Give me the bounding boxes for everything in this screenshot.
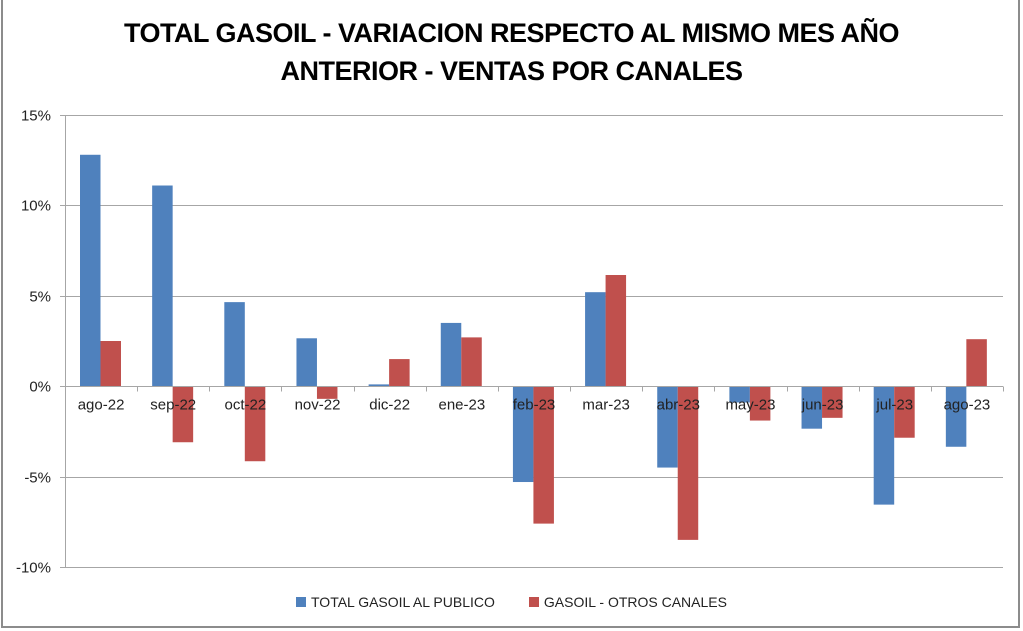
y-axis: 15% 10% 5% 0% -5% -10%	[16, 108, 66, 577]
x-tick-label: dic-22	[369, 397, 410, 414]
bar-otros-canales	[244, 386, 266, 462]
bar-otros-canales	[605, 275, 627, 387]
bar-otros-canales	[316, 386, 338, 399]
bar-otros-canales	[533, 386, 554, 524]
y-tick-label: 15%	[21, 108, 51, 125]
bar-otros-canales	[100, 341, 121, 387]
x-axis: ago-22 sep-22 oct-22 nov-22 dic-22 ene-23 feb-…	[65, 386, 1004, 414]
x-tick-label: feb-23	[513, 397, 556, 414]
x-tick-label: jul-23	[875, 397, 913, 414]
bar-otros-canales	[389, 359, 410, 387]
bar-otros-canales	[172, 386, 194, 443]
bar-otros-canales	[461, 337, 482, 387]
legend-swatch-publico	[296, 597, 306, 607]
legend: TOTAL GASOIL AL PUBLICO GASOIL - OTROS C…	[0, 594, 1023, 610]
y-tick-label: 0%	[29, 379, 51, 396]
bar-publico	[440, 322, 462, 387]
chart-title: TOTAL GASOIL - VARIACION RESPECTO AL MIS…	[0, 14, 1023, 90]
x-tick-label: ago-22	[78, 397, 125, 414]
bar-publico	[296, 338, 317, 387]
chart-title-line-2: ANTERIOR - VENTAS POR CANALES	[280, 56, 743, 86]
bar-publico	[152, 185, 173, 387]
bar-publico	[945, 386, 967, 447]
chart-title-line-1: TOTAL GASOIL - VARIACION RESPECTO AL MIS…	[123, 18, 900, 48]
bar-publico	[873, 386, 895, 505]
x-tick-label: mar-23	[582, 397, 630, 414]
gridlines	[60, 115, 1003, 568]
y-tick-label: 5%	[29, 289, 51, 306]
legend-label-publico: TOTAL GASOIL AL PUBLICO	[311, 594, 495, 610]
bar-otros-canales	[966, 339, 987, 387]
x-tick-label: may-23	[725, 397, 775, 414]
x-tick-label: abr-23	[657, 397, 700, 414]
legend-item-publico: TOTAL GASOIL AL PUBLICO	[296, 594, 495, 610]
x-tick-label: jun-23	[801, 397, 844, 414]
x-tick-label: nov-22	[295, 397, 341, 414]
x-tick-label: sep-22	[150, 397, 196, 414]
bar-otros-canales	[677, 386, 699, 540]
legend-item-otros-canales: GASOIL - OTROS CANALES	[528, 594, 727, 610]
bar-publico	[368, 384, 390, 387]
bar-publico	[657, 386, 678, 468]
bar-publico	[801, 386, 823, 429]
legend-label-otros-canales: GASOIL - OTROS CANALES	[543, 594, 727, 610]
bar-publico	[729, 386, 750, 403]
bar-publico	[512, 386, 534, 483]
bar-otros-canales	[749, 386, 771, 421]
bar-otros-canales	[894, 386, 915, 438]
y-tick-label: -5%	[24, 470, 51, 487]
y-tick-label: -10%	[16, 560, 51, 577]
bars	[80, 154, 987, 540]
bar-publico	[80, 154, 101, 387]
bar-publico	[224, 302, 245, 387]
x-tick-label: oct-22	[225, 397, 267, 414]
legend-swatch-otros-canales	[528, 597, 539, 607]
x-tick-label: ago-23	[944, 397, 991, 414]
bar-otros-canales	[822, 386, 843, 418]
bar-publico	[585, 292, 606, 387]
x-tick-label: ene-23	[438, 397, 485, 414]
y-tick-label: 10%	[21, 198, 51, 215]
